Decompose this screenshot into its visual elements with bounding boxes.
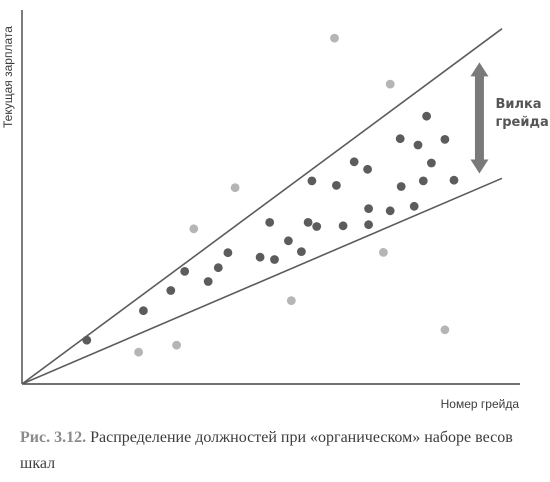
point-inside-20 — [364, 204, 373, 214]
data-points — [82, 33, 459, 357]
point-inside-5 — [203, 277, 213, 286]
point-inside-31 — [449, 175, 459, 185]
point-inside-4 — [180, 267, 190, 276]
point-outside-6 — [330, 33, 339, 43]
point-inside-24 — [396, 182, 406, 191]
point-inside-13 — [303, 218, 313, 227]
band-upper-line — [21, 28, 503, 385]
point-inside-28 — [422, 111, 431, 121]
point-inside-16 — [332, 181, 341, 190]
point-inside-17 — [338, 221, 348, 231]
band-lower-line — [21, 177, 503, 385]
figure-number: Рис. 3.12. — [20, 429, 87, 446]
x-axis-label: Номер грейда — [441, 397, 520, 411]
point-inside-22 — [385, 206, 395, 216]
point-outside-1 — [134, 347, 144, 357]
point-inside-3 — [166, 286, 176, 295]
point-inside-29 — [427, 158, 436, 168]
point-inside-12 — [297, 247, 306, 256]
point-outside-9 — [440, 325, 450, 335]
point-inside-11 — [284, 236, 293, 246]
point-outside-2 — [172, 340, 182, 350]
double-arrow-icon — [470, 62, 489, 174]
axes — [21, 10, 520, 385]
figure-caption-text: Распределение должностей при «органическ… — [20, 429, 513, 472]
point-inside-30 — [440, 135, 450, 144]
point-inside-9 — [265, 218, 275, 227]
point-inside-18 — [349, 157, 359, 167]
point-inside-2 — [139, 306, 148, 316]
grade-range-callout: Вилка грейда — [470, 62, 549, 174]
point-outside-5 — [286, 296, 296, 305]
point-outside-8 — [385, 79, 395, 89]
point-inside-10 — [270, 255, 279, 264]
point-outside-3 — [189, 224, 199, 234]
point-inside-27 — [418, 176, 428, 186]
point-inside-25 — [409, 201, 419, 211]
point-inside-8 — [255, 252, 265, 262]
point-inside-21 — [364, 220, 373, 230]
point-outside-7 — [379, 248, 388, 257]
point-outside-4 — [230, 183, 240, 193]
point-inside-14 — [307, 176, 317, 186]
point-inside-6 — [213, 263, 223, 273]
chart: Вилка грейда Текущая зарплата Номер грейд… — [1, 10, 549, 411]
callout-line-2: грейда — [495, 115, 548, 130]
point-inside-23 — [395, 134, 405, 144]
point-inside-15 — [312, 222, 322, 231]
point-inside-1 — [82, 335, 92, 345]
point-inside-7 — [223, 248, 233, 258]
y-axis-label: Текущая зарплата — [1, 26, 15, 128]
grade-band — [21, 28, 503, 385]
point-inside-19 — [363, 164, 372, 174]
figure-caption: Рис. 3.12. Распределение должностей при … — [20, 425, 545, 477]
callout-line-1: Вилка — [495, 97, 541, 112]
point-inside-26 — [413, 140, 423, 150]
